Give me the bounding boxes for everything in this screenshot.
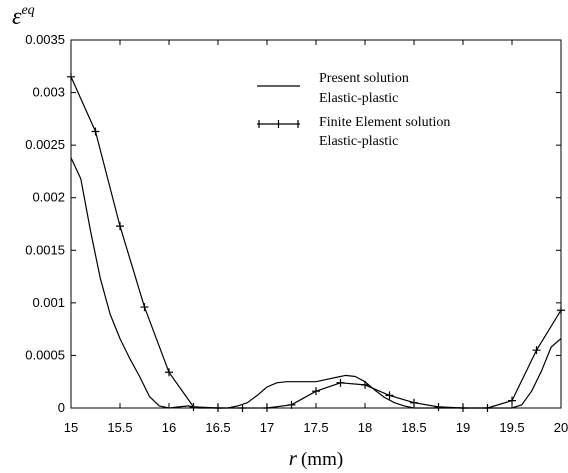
series-layer [67, 72, 565, 412]
legend-sublabel-present: Elastic-plastic [319, 91, 398, 106]
legend-label-present: Present solution [319, 71, 409, 86]
y-ticks: 0 0.0005 0.001 0.0015 0.002 0.0025 0.003 0.0035 [25, 32, 561, 415]
x-ticks: 15 15.5 16 16.5 17 17.5 18 18.5 19 19.5 20 [64, 40, 568, 435]
data-point-marker [459, 404, 467, 412]
data-point-marker [410, 398, 418, 407]
data-point-marker [312, 387, 320, 396]
x-tick-label: 17 [260, 420, 274, 435]
y-tick-label: 0.002 [32, 190, 65, 205]
y-axis-symbol: ε [12, 4, 22, 30]
data-point-marker [91, 127, 100, 136]
data-point-marker [532, 346, 541, 355]
x-tick-label: 18 [358, 420, 372, 435]
data-point-marker [434, 402, 443, 411]
data-point-marker [165, 368, 173, 377]
legend-sublabel-fe: Elastic-plastic [319, 134, 398, 149]
data-point-marker [336, 378, 345, 387]
y-axis-title: εeq [12, 3, 35, 30]
x-tick-label: 19 [456, 420, 470, 435]
x-tick-label: 15 [64, 420, 78, 435]
x-tick-label: 19.5 [499, 420, 524, 435]
x-tick-label: 20 [554, 420, 568, 435]
data-point-marker [385, 391, 394, 400]
x-tick-label: 16 [162, 420, 176, 435]
data-point-marker [287, 400, 296, 409]
y-tick-label: 0.0005 [25, 347, 65, 362]
y-tick-label: 0.001 [32, 295, 65, 310]
data-point-marker [238, 404, 247, 412]
data-point-marker [140, 303, 149, 312]
y-tick-label: 0.0015 [25, 242, 65, 257]
x-tick-label: 15.5 [107, 420, 132, 435]
data-point-marker [116, 222, 124, 231]
x-axis-title: r (mm) [289, 446, 343, 470]
plot-frame [70, 39, 562, 409]
data-point-marker [361, 380, 369, 389]
data-point-marker [214, 404, 222, 412]
series-line-1 [70, 76, 562, 409]
legend-plus-markers [258, 120, 299, 128]
data-point-marker [508, 396, 516, 405]
x-tick-label: 16.5 [205, 420, 230, 435]
data-point-marker [557, 306, 565, 315]
y-tick-label: 0.0025 [25, 137, 65, 152]
data-point-marker [263, 404, 271, 412]
x-axis-symbol: r [289, 446, 298, 470]
series-line-0 [70, 157, 562, 409]
y-tick-label: 0.003 [32, 85, 65, 100]
legend-label-fe: Finite Element solution [319, 115, 450, 130]
data-point-marker [189, 402, 198, 411]
data-point-marker [483, 404, 492, 412]
data-point-marker [67, 72, 75, 81]
y-tick-label: 0.0035 [25, 32, 65, 47]
x-tick-label: 17.5 [303, 420, 328, 435]
y-tick-label: 0 [58, 400, 65, 415]
x-axis-unit: (mm) [301, 449, 343, 470]
x-tick-label: 18.5 [401, 420, 426, 435]
legend: Present solution Elastic-plastic Finite … [257, 71, 450, 149]
y-axis-superscript: eq [21, 3, 34, 18]
